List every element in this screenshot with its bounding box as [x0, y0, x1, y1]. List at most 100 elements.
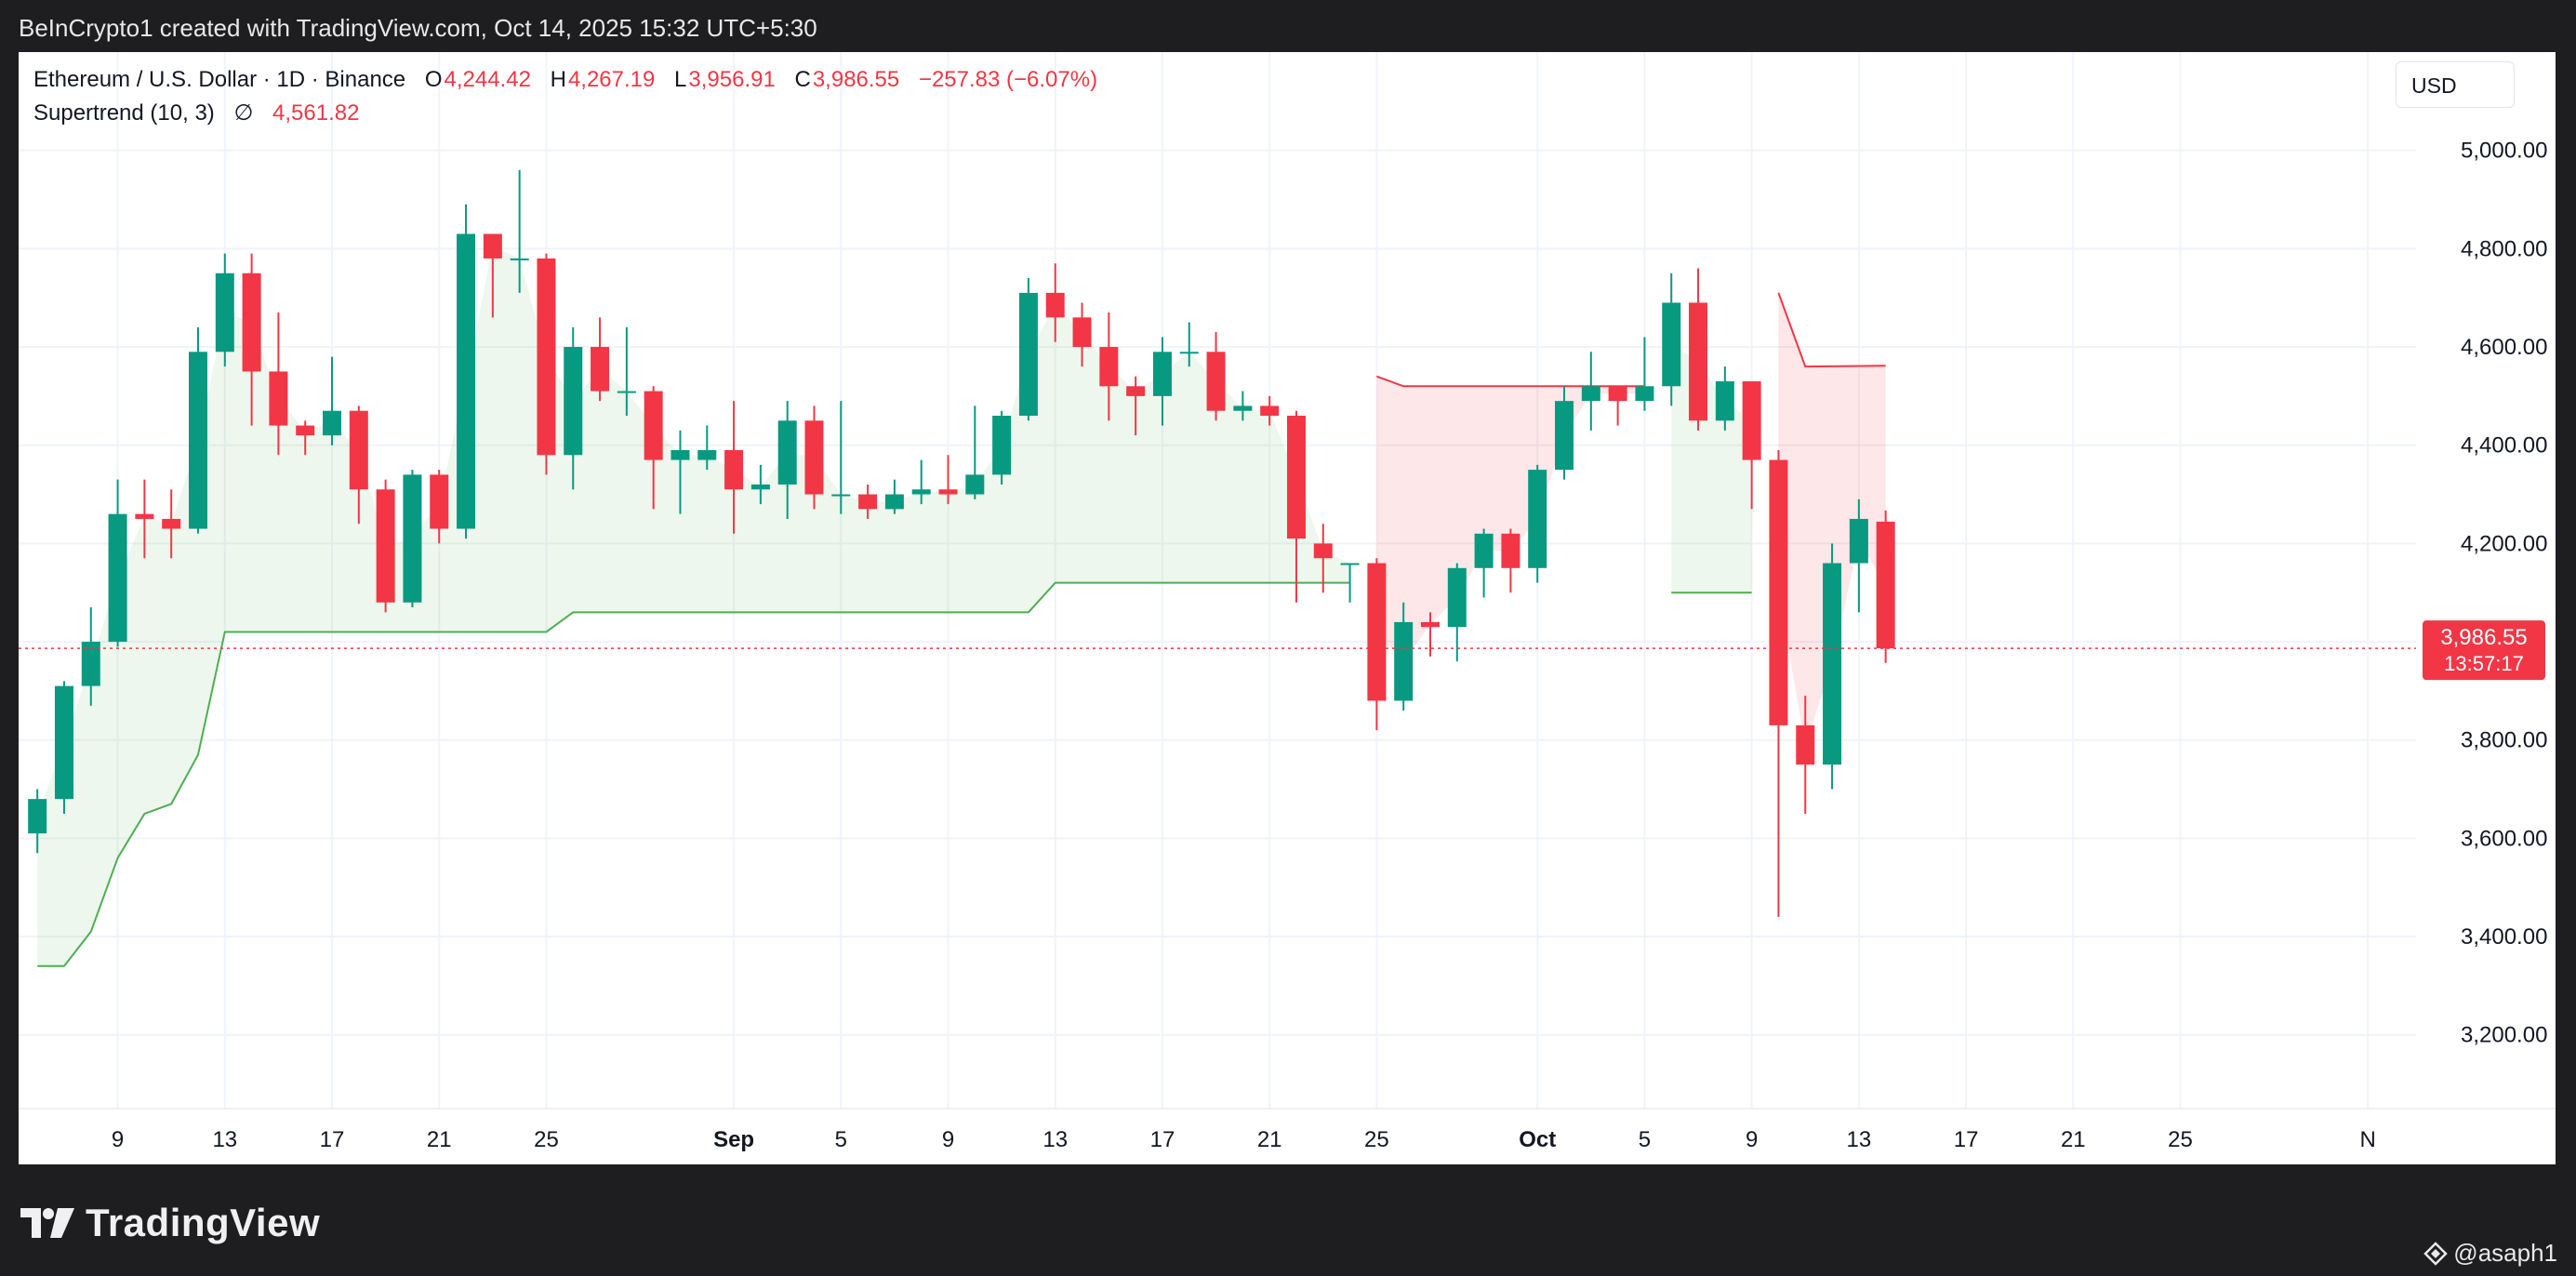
- candle-body: [296, 425, 315, 436]
- indicator-value: 4,561.82: [272, 100, 360, 126]
- supertrend-up-line: [37, 581, 1350, 967]
- tradingview-logo-icon: [20, 1208, 74, 1238]
- currency-button[interactable]: USD: [2396, 61, 2515, 108]
- candle-body: [992, 415, 1012, 475]
- candle-body: [457, 233, 476, 529]
- candle-body: [188, 352, 207, 529]
- hidden-indicator-icon[interactable]: ∅: [233, 100, 254, 126]
- high-label: H: [550, 67, 566, 92]
- time-axis-label: 21: [427, 1127, 452, 1152]
- candle-body: [1018, 292, 1038, 416]
- candle-body: [1715, 381, 1734, 421]
- candle-body: [1420, 621, 1440, 628]
- candle-body: [1501, 533, 1520, 568]
- candle-body: [1152, 352, 1172, 396]
- close-value: 3,986.55: [812, 67, 900, 92]
- candle-body: [1072, 317, 1092, 348]
- candle-body: [242, 272, 261, 372]
- candle-body: [483, 233, 502, 259]
- time-axis-label: 9: [1746, 1127, 1758, 1152]
- candle-body: [1769, 459, 1788, 725]
- candle-body: [804, 420, 824, 495]
- candle-body: [1608, 386, 1627, 402]
- author-credit: @asaph1: [2423, 1239, 2557, 1268]
- last-price-tag-value: 3,986.55: [2440, 625, 2527, 650]
- candle-body: [671, 449, 690, 460]
- candle-body: [1635, 386, 1654, 402]
- time-axis-label: 25: [534, 1127, 559, 1152]
- candle-body: [1876, 521, 1895, 649]
- candle-body: [777, 420, 797, 485]
- indicator-legend-row: Supertrend (10, 3) ∅ 4,561.82: [33, 97, 1110, 130]
- supertrend-up-fill: [37, 246, 1350, 966]
- last-price-tag: [2423, 620, 2545, 681]
- candle-body: [965, 474, 985, 495]
- candle-body: [430, 474, 449, 529]
- supertrend-down-fill: [1778, 292, 1886, 746]
- candle-body: [1206, 352, 1226, 411]
- candle-body: [1742, 381, 1761, 460]
- time-axis-label: 21: [1257, 1127, 1282, 1152]
- candle-body: [1447, 567, 1467, 628]
- time-axis-label: 5: [835, 1127, 847, 1152]
- candle-body: [162, 518, 181, 529]
- attribution-text: BeInCrypto1 created with TradingView.com…: [19, 14, 817, 42]
- candle-body: [349, 410, 368, 490]
- time-axis-label: 9: [112, 1127, 124, 1152]
- candle-body: [1581, 386, 1600, 402]
- attribution-bar: BeInCrypto1 created with TradingView.com…: [0, 0, 2576, 52]
- chart-panel[interactable]: 3,200.00 3,400.00 3,600.00 3,800.00 4,200.00…: [19, 52, 2556, 1164]
- candle-body: [323, 410, 342, 436]
- candle-body: [1260, 405, 1280, 416]
- candle-body: [750, 484, 770, 490]
- time-axis-label: N: [2359, 1127, 2375, 1152]
- candle-body: [1367, 563, 1387, 701]
- low-value: 3,956.91: [688, 67, 776, 92]
- candle-body: [403, 474, 422, 603]
- tradingview-brand-text: TradingView: [86, 1201, 321, 1244]
- time-axis-label: 13: [1847, 1127, 1872, 1152]
- last-price-tag-countdown: 13:57:17: [2444, 652, 2524, 675]
- author-credit-text: @asaph1: [2453, 1239, 2557, 1267]
- footer: TradingView @asaph1: [0, 1164, 2576, 1276]
- close-label: C: [794, 67, 811, 92]
- high-value: 4,267.19: [567, 67, 656, 92]
- candle-body: [644, 391, 663, 460]
- price-axis-label: 4,200.00: [2461, 531, 2547, 556]
- candle-body: [884, 494, 904, 510]
- candle-body: [1796, 724, 1815, 765]
- candle-body: [591, 347, 610, 392]
- time-axis-label: 21: [2061, 1127, 2086, 1152]
- time-axis-label: Sep: [713, 1127, 754, 1152]
- price-axis-label: 5,000.00: [2461, 139, 2547, 164]
- candle-body: [1474, 533, 1494, 568]
- time-axis-label: 9: [942, 1127, 954, 1152]
- time-axis-label: 25: [2168, 1127, 2193, 1152]
- candle-body: [376, 489, 395, 603]
- candle-body: [938, 489, 958, 495]
- price-chart[interactable]: 3,200.00 3,400.00 3,600.00 3,800.00 4,200.00…: [19, 52, 2556, 1164]
- candle-body: [617, 391, 636, 393]
- candle-body: [215, 272, 234, 352]
- indicator-label[interactable]: Supertrend (10, 3): [33, 100, 215, 126]
- candle-body: [1313, 543, 1333, 559]
- candle-body: [1045, 292, 1065, 318]
- tradingview-logo[interactable]: TradingView: [20, 1200, 320, 1246]
- candle-body: [1179, 352, 1199, 354]
- time-axis-label: 5: [1639, 1127, 1651, 1152]
- candle-body: [269, 371, 288, 426]
- low-label: L: [674, 67, 687, 92]
- candle-body: [537, 258, 556, 456]
- ohlc-legend-row: Ethereum / U.S. Dollar · 1D · Binance O4…: [33, 63, 1110, 97]
- candle-body: [831, 494, 851, 497]
- change-value: −257.83 (−6.07%): [918, 67, 1098, 92]
- symbol-label[interactable]: Ethereum / U.S. Dollar · 1D · Binance: [33, 67, 406, 92]
- supertrend-down-line: [1777, 292, 1886, 368]
- time-axis-label: 17: [1150, 1127, 1175, 1152]
- candle-body: [135, 513, 154, 519]
- time-axis-label: 13: [1042, 1127, 1068, 1152]
- candle-body: [697, 449, 717, 460]
- supertrend-down-line: [1376, 375, 1645, 388]
- candle-body: [911, 489, 931, 495]
- candle-body: [1689, 302, 1708, 421]
